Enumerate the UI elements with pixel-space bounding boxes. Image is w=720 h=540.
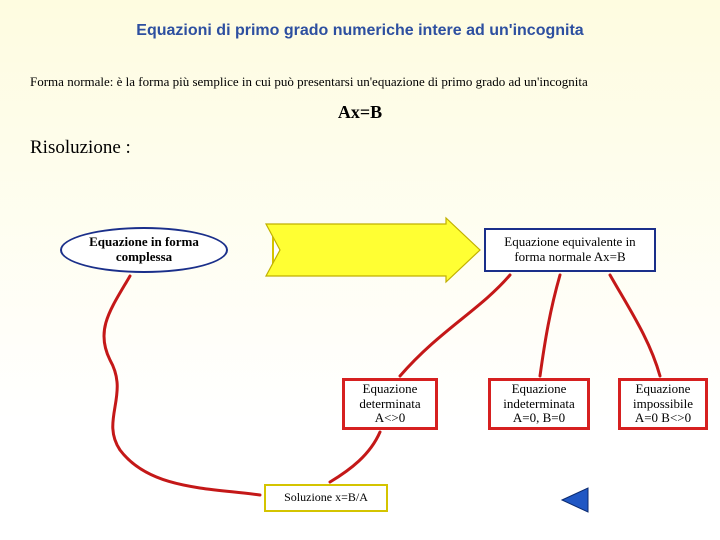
- node-determinata: EquazionedeterminataA<>0: [342, 378, 438, 430]
- node-indeterminata: EquazioneindeterminataA=0, B=0: [488, 378, 590, 430]
- node-normale: Equazione equivalente informa normale Ax…: [484, 228, 656, 272]
- node-impossibile: EquazioneimpossibileA=0 B<>0: [618, 378, 708, 430]
- section-heading: Risoluzione :: [30, 137, 720, 159]
- page-title: Equazioni di primo grado numeriche inter…: [0, 0, 720, 40]
- node-soluzione: Soluzione x=B/A: [264, 484, 388, 512]
- back-icon[interactable]: [560, 486, 594, 519]
- node-complessa: Equazione in formacomplessa: [60, 227, 228, 273]
- node-principi: Principi di equivalenza: [272, 232, 420, 268]
- formula-axb: Ax=B: [0, 102, 720, 123]
- subtitle-text: Forma normale: è la forma più semplice i…: [30, 74, 720, 90]
